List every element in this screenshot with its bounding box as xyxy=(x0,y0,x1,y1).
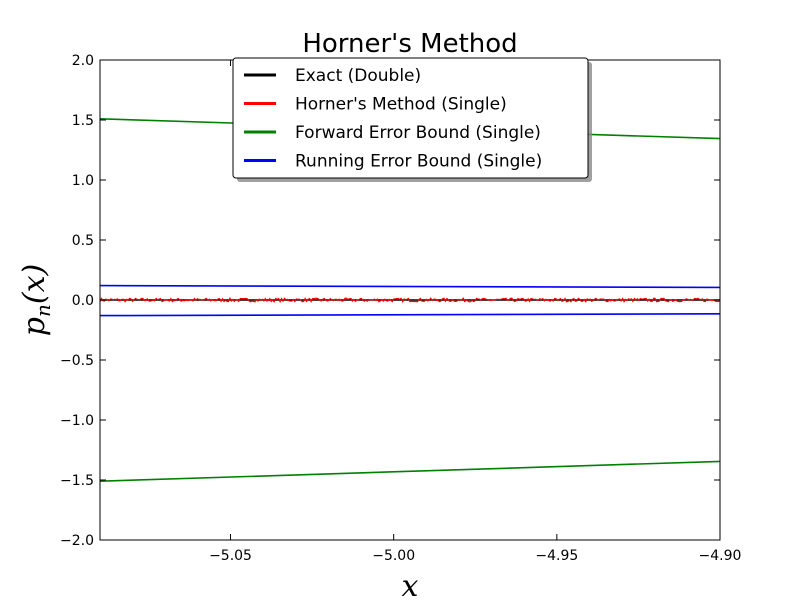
legend-label: Running Error Bound (Single) xyxy=(295,152,542,172)
y-tick-label: 2.0 xyxy=(72,53,94,69)
y-tick-label: 0.0 xyxy=(72,293,94,309)
series-line-3-0 xyxy=(99,284,721,289)
legend-box xyxy=(232,57,589,179)
y-axis-label-rest: (x) xyxy=(17,264,52,304)
legend-label: Exact (Double) xyxy=(295,66,421,86)
y-tick-label: 1.5 xyxy=(72,113,94,129)
y-tick-label: −1.5 xyxy=(60,473,94,489)
y-axis-label-main: p xyxy=(17,317,52,336)
y-axis-label: pn(x) xyxy=(17,264,55,336)
x-axis-label: x xyxy=(402,569,419,600)
series-line-3-1 xyxy=(99,312,721,317)
x-tick-label: −5.00 xyxy=(372,548,415,564)
legend-label: Horner's Method (Single) xyxy=(295,95,507,115)
y-tick-label: −2.0 xyxy=(60,533,94,549)
x-tick-label: −4.95 xyxy=(535,548,578,564)
series-line-2-1 xyxy=(99,460,721,482)
legend-entries: Exact (Double) Horner's Method (Single) Fo… xyxy=(244,66,542,172)
legend-label: Forward Error Bound (Single) xyxy=(295,123,541,143)
series-line-1-0 xyxy=(99,296,721,304)
x-tick-label: −4.90 xyxy=(699,548,742,564)
x-axis: −5.05 −5.00 −4.95 −4.90 xyxy=(209,60,741,564)
y-tick-label: −1.0 xyxy=(60,413,94,429)
legend: Exact (Double) Horner's Method (Single) Fo… xyxy=(232,57,592,182)
chart-title: Horner's Method xyxy=(302,29,517,59)
x-tick-label: −5.05 xyxy=(209,548,252,564)
y-axis: −2.0 −1.5 −1.0 −0.5 0.0 0.5 1.0 1.5 2.0 xyxy=(60,53,720,549)
y-tick-label: 1.0 xyxy=(72,173,94,189)
y-tick-label: −0.5 xyxy=(60,353,94,369)
y-axis-label-subscript: n xyxy=(31,304,55,317)
y-tick-label: 0.5 xyxy=(72,233,94,249)
